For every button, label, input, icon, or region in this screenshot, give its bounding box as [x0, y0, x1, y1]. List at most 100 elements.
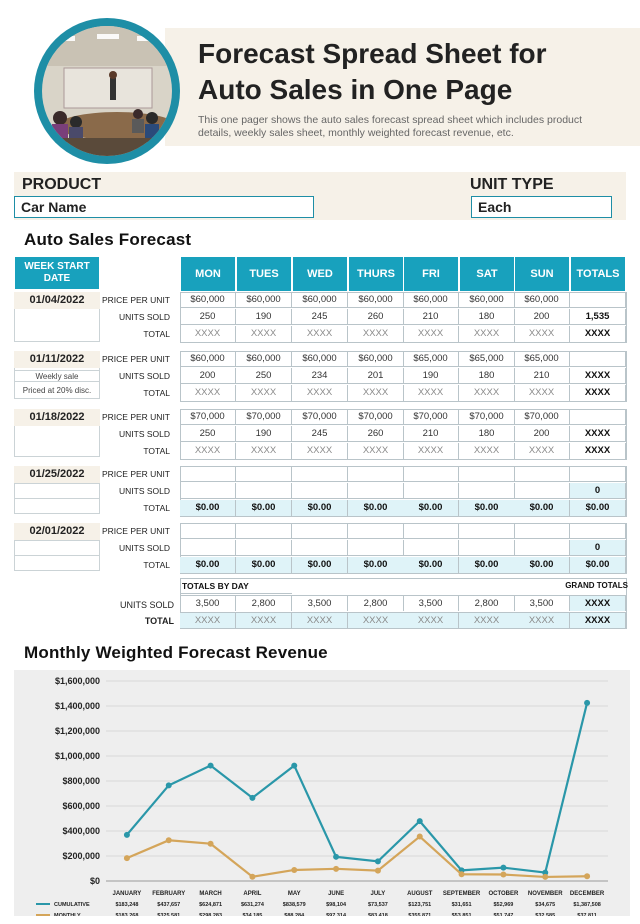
x-tick-label: JANUARY: [113, 891, 142, 897]
cell-price: [292, 466, 348, 482]
cell-units: [403, 483, 459, 499]
cell-units: 180: [459, 309, 515, 325]
x-tick-label: JUNE: [328, 891, 344, 897]
series-point-monthly: [500, 871, 507, 878]
cell-units: 180: [459, 426, 515, 442]
x-tick-label: FEBRUARY: [152, 891, 185, 897]
data-label: $631,274: [241, 902, 265, 908]
cell-price: [348, 523, 404, 539]
day-header-sun: SUN: [514, 256, 570, 292]
series-point-cumulative: [416, 818, 423, 825]
series-point-cumulative: [333, 853, 340, 860]
series-point-cumulative: [584, 699, 591, 706]
cell-total: XXXX: [403, 385, 459, 401]
totals-units-cell: 2,800: [236, 595, 292, 611]
chart-title: Monthly Weighted Forecast Revenue: [24, 643, 328, 662]
header-band: [165, 28, 640, 146]
cell-units: [292, 483, 348, 499]
series-point-monthly: [333, 865, 340, 872]
row-label-price-per-unit: PRICE PER UNIT: [101, 526, 170, 536]
totals-by-day-label: TOTALS BY DAY: [180, 578, 292, 594]
cell-units: 1,535: [570, 309, 626, 325]
row-label-total: TOTAL: [143, 446, 170, 456]
cell-units: 250: [236, 368, 292, 384]
x-tick-label: SEPTEMBER: [443, 891, 481, 897]
cell-units: [514, 483, 570, 499]
cell-price: [514, 523, 570, 539]
data-label: $83,418: [368, 913, 388, 916]
cell-price: $65,000: [459, 351, 515, 367]
cell-price: $65,000: [403, 351, 459, 367]
row-label-units-sold: UNITS SOLD: [118, 486, 170, 496]
cell-price: [403, 466, 459, 482]
totals-total-cell: XXXX: [403, 612, 459, 628]
cell-units: [403, 540, 459, 556]
row-label-units-sold: UNITS SOLD: [118, 543, 170, 553]
cell-price: [459, 466, 515, 482]
unit-type-field[interactable]: Each: [471, 196, 612, 218]
cell-units: [348, 483, 404, 499]
row-label-price-per-unit: PRICE PER UNIT: [101, 412, 170, 422]
x-tick-label: DECEMBER: [570, 891, 605, 897]
data-label: $838,579: [283, 902, 306, 908]
cell-total: XXXX: [236, 443, 292, 459]
cell-total: $0.00: [292, 557, 348, 573]
totals-units-label: UNITS SOLD: [119, 600, 174, 610]
totals-total-cell: XXXX: [514, 612, 570, 628]
revenue-line-chart: $0 $200,000 $400,000 $600,000 $800,000 $1,000…: [36, 676, 608, 916]
data-label: $34,185: [242, 913, 262, 916]
cell-total: XXXX: [459, 443, 515, 459]
series-point-monthly: [542, 873, 549, 880]
data-label: $437,657: [157, 902, 180, 908]
data-label: $325,581: [157, 913, 180, 916]
day-header-tues: TUES: [236, 256, 292, 292]
week-start-date: 01/25/2022: [14, 466, 100, 483]
cell-units: 234: [292, 368, 348, 384]
product-name-field[interactable]: Car Name: [14, 196, 314, 218]
week-date-line: [14, 483, 100, 499]
series-point-monthly: [584, 873, 591, 880]
y-tick-label: $1,600,000: [55, 676, 100, 686]
cell-total: XXXX: [514, 443, 570, 459]
data-label: $1,387,508: [573, 902, 601, 908]
cell-price: [180, 466, 236, 482]
totals-total-cell: XXXX: [459, 612, 515, 628]
cell-total: $0.00: [459, 557, 515, 573]
totals-total-cell: XXXX: [292, 612, 348, 628]
cell-price: $70,000: [403, 409, 459, 425]
day-header-wed: WED: [292, 256, 348, 292]
y-tick-label: $1,200,000: [55, 726, 100, 736]
week-start-date: 01/18/2022: [14, 409, 100, 426]
week-note: Priced at 20% disc.: [22, 386, 92, 395]
cell-price: $60,000: [292, 351, 348, 367]
data-label: $97,314: [326, 913, 347, 916]
cell-price: $60,000: [514, 292, 570, 308]
y-tick-label: $1,400,000: [55, 701, 100, 711]
cell-units: 190: [403, 368, 459, 384]
cell-units: [180, 483, 236, 499]
cell-units: [292, 540, 348, 556]
cell-price: $60,000: [348, 292, 404, 308]
series-point-monthly: [207, 840, 214, 847]
cell-units: [514, 540, 570, 556]
week-start-date: 02/01/2022: [14, 523, 100, 540]
cell-total: $0.00: [459, 500, 515, 516]
totals-units-cell: 2,800: [459, 595, 515, 611]
cell-price: [570, 409, 626, 425]
cell-units: 0: [570, 483, 626, 499]
series-point-cumulative: [500, 864, 507, 871]
x-tick-label: JULY: [371, 891, 386, 897]
series-line-cumulative: [126, 702, 589, 874]
cell-total: $0.00: [570, 500, 626, 516]
cell-total: $0.00: [348, 557, 404, 573]
row-label-units-sold: UNITS SOLD: [118, 429, 170, 439]
series-point-monthly: [165, 837, 172, 844]
cell-price: $70,000: [292, 409, 348, 425]
cell-total: XXXX: [570, 385, 626, 401]
data-label: $34,675: [535, 902, 555, 908]
cell-total: $0.00: [570, 557, 626, 573]
cell-price: [236, 466, 292, 482]
cell-units: XXXX: [570, 426, 626, 442]
cell-price: $60,000: [292, 292, 348, 308]
cell-total: XXXX: [403, 443, 459, 459]
